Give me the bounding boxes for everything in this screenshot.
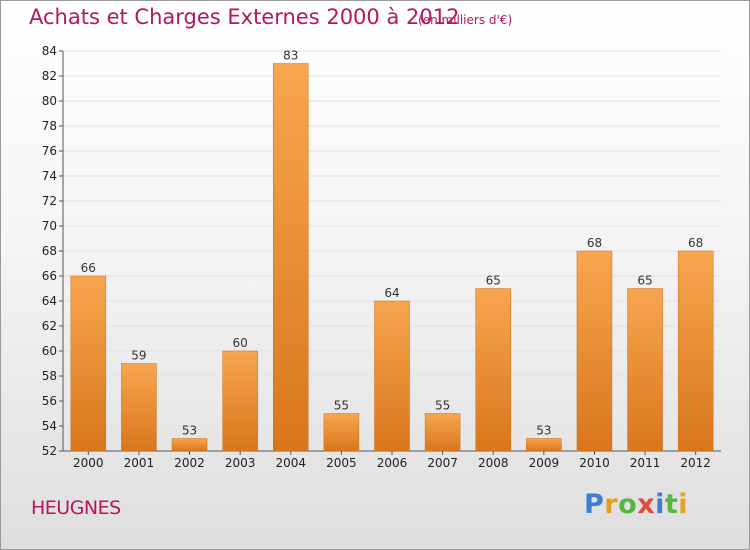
bar-2011 (627, 288, 663, 452)
y-tick-label: 64 (42, 294, 57, 308)
y-tick-label: 70 (42, 219, 57, 233)
x-tick-label-2007: 2007 (427, 456, 458, 470)
bars (70, 63, 714, 452)
value-label-2006: 64 (384, 286, 399, 300)
y-tick-label: 54 (42, 419, 57, 433)
y-tick-label: 84 (42, 44, 57, 58)
x-tick-label-2006: 2006 (377, 456, 408, 470)
value-label-2004: 83 (283, 49, 298, 63)
x-tick-label-2004: 2004 (275, 456, 306, 470)
y-tick-label: 60 (42, 344, 57, 358)
chart-title: Achats et Charges Externes 2000 à 2012 (29, 5, 460, 29)
bar-2001 (121, 363, 157, 452)
bar-2003 (222, 350, 258, 452)
y-tick-label: 78 (42, 119, 57, 133)
value-label-2005: 55 (334, 399, 349, 413)
y-tick-label: 76 (42, 144, 57, 158)
y-tick-label: 66 (42, 269, 57, 283)
bar-2005 (323, 413, 360, 452)
value-label-2001: 59 (131, 349, 146, 363)
x-tick-label-2005: 2005 (326, 456, 357, 470)
bar-2002 (171, 438, 208, 452)
logo-letter: i (678, 489, 689, 520)
x-tick-label-2002: 2002 (174, 456, 205, 470)
y-tick-label: 82 (42, 69, 57, 83)
value-label-2010: 68 (587, 236, 602, 250)
value-label-2002: 53 (182, 424, 197, 438)
value-label-2000: 66 (81, 261, 96, 275)
y-tick-label: 74 (42, 169, 57, 183)
y-tick-label: 80 (42, 94, 57, 108)
bar-2007 (424, 413, 461, 452)
bar-2012 (677, 250, 714, 452)
labels: 2000 66 2001 59 2002 53 2003 60 2004 83 2005 55 2006… (73, 49, 711, 471)
value-label-2011: 65 (637, 274, 652, 288)
y-tick-label: 62 (42, 319, 57, 333)
bar-2010 (576, 250, 613, 452)
proxiti-logo: Proxiti (584, 489, 688, 520)
x-tick-label-2008: 2008 (478, 456, 509, 470)
y-tick-label: 72 (42, 194, 57, 208)
y-tick-label: 58 (42, 369, 57, 383)
x-tick-label-2001: 2001 (124, 456, 155, 470)
bar-2009 (526, 438, 562, 452)
logo-letter: x (637, 489, 656, 520)
chart-subtitle: (en milliers d'€) (418, 13, 513, 27)
x-tick-label-2003: 2003 (225, 456, 256, 470)
bar-2008 (475, 288, 511, 452)
logo-letter: t (664, 489, 679, 520)
x-tick-label-2010: 2010 (579, 456, 610, 470)
value-label-2003: 60 (233, 336, 248, 350)
y-tick-label: 68 (42, 244, 57, 258)
x-tick-label-2011: 2011 (630, 456, 661, 470)
bar-2006 (374, 300, 410, 452)
value-label-2012: 68 (688, 236, 703, 250)
logo-letter: r (604, 489, 619, 520)
logo-letter: o (618, 489, 638, 520)
logo-letter: P (584, 489, 605, 520)
value-label-2008: 65 (486, 274, 501, 288)
value-label-2007: 55 (435, 399, 450, 413)
x-tick-label-2012: 2012 (680, 456, 711, 470)
commune-name: HEUGNES (31, 497, 121, 519)
bar-2000 (70, 275, 107, 452)
logo-letter: i (655, 489, 665, 520)
y-tick-label: 56 (42, 394, 57, 408)
x-tick-label-2009: 2009 (529, 456, 560, 470)
y-tick-label: 52 (42, 444, 57, 458)
value-label-2009: 53 (536, 424, 551, 438)
bar-2004 (273, 63, 309, 452)
x-tick-label-2000: 2000 (73, 456, 104, 470)
